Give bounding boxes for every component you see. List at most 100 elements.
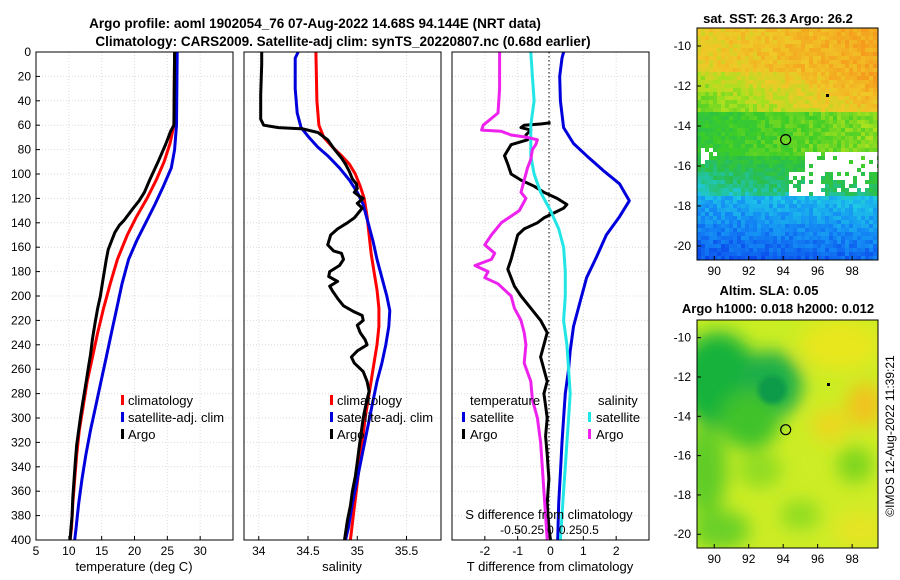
sst-cell [753, 192, 758, 197]
x-tick-label: 35.5 [395, 544, 419, 558]
sst-cell [717, 180, 722, 185]
sst-cell [853, 176, 858, 181]
sst-cell [765, 228, 770, 233]
sst-cell [865, 188, 870, 193]
sst-cell [729, 124, 734, 129]
sst-cell [797, 216, 802, 221]
sst-cell [789, 248, 794, 253]
sst-cell [841, 68, 846, 73]
sst-cell [825, 88, 830, 93]
sst-cell [817, 80, 822, 85]
sst-cell [805, 156, 810, 161]
sst-cell [869, 236, 874, 241]
sst-cell [745, 108, 750, 113]
sst-cell [765, 52, 770, 57]
map-x-tick-label: 98 [845, 552, 859, 566]
sst-cell [773, 40, 778, 45]
sst-cell [757, 164, 762, 169]
sst-cell [809, 160, 814, 165]
sst-cell [753, 232, 758, 237]
sst-cell [797, 96, 802, 101]
sst-cell [829, 212, 834, 217]
sst-cell [741, 144, 746, 149]
sst-cell [725, 196, 730, 201]
sst-cell [865, 52, 870, 57]
sst-cell [765, 104, 770, 109]
sst-cell [833, 88, 838, 93]
sst-cell [729, 60, 734, 65]
sst-cell [781, 192, 786, 197]
sst-cell [737, 156, 742, 161]
sst-cell [781, 48, 786, 53]
sst-cell [789, 124, 794, 129]
sst-cell [781, 228, 786, 233]
sst-cell [721, 120, 726, 125]
t-difference-x-ticks: -2 -1 0 1 2 [479, 536, 620, 558]
sst-cell [869, 60, 874, 65]
sst-cell [777, 256, 782, 260]
sst-cell [757, 252, 762, 257]
sst-cell [861, 156, 866, 161]
sst-cell [861, 196, 866, 201]
sst-cell [873, 188, 878, 193]
sst-cell [817, 72, 822, 77]
sst-cell [805, 248, 810, 253]
sst-cell [805, 180, 810, 185]
sst-cell [717, 168, 722, 173]
sst-cell [861, 88, 866, 93]
legend-swatch-satellite [121, 412, 124, 422]
sst-cell [733, 48, 738, 53]
sst-cell [753, 36, 758, 41]
sst-cell [705, 40, 710, 45]
sst-cell [757, 208, 762, 213]
sst-cell [793, 88, 798, 93]
sst-cell [825, 96, 830, 101]
sst-cell [853, 232, 858, 237]
sst-cell [769, 76, 774, 81]
sst-cell [801, 228, 806, 233]
sst-cell [873, 120, 878, 125]
sst-cell [721, 88, 726, 93]
sst-cell [717, 256, 722, 260]
sst-cell [757, 68, 762, 73]
sst-cell [809, 188, 814, 193]
sst-cell [705, 204, 710, 209]
sst-cell [825, 256, 830, 260]
sst-cell [729, 52, 734, 57]
sst-cell [809, 140, 814, 145]
sst-cell [781, 68, 786, 73]
sst-cell [825, 180, 830, 185]
sst-cell [821, 224, 826, 229]
sst-cell [753, 244, 758, 249]
sst-cell [853, 256, 858, 260]
sst-cell [833, 212, 838, 217]
sst-cell [705, 108, 710, 113]
sst-cell [789, 188, 794, 193]
sst-cell [745, 152, 750, 157]
sst-cell [849, 88, 854, 93]
sst-cell [857, 36, 862, 41]
sst-cell [841, 184, 846, 189]
sst-cell [733, 104, 738, 109]
sst-cell [845, 204, 850, 209]
sst-cell [853, 212, 858, 217]
sst-cell [857, 152, 862, 157]
sst-cell [789, 228, 794, 233]
sst-cell [749, 104, 754, 109]
sst-cell [829, 124, 834, 129]
sst-cell [713, 212, 718, 217]
sst-cell [781, 28, 786, 33]
sst-cell [873, 96, 878, 101]
sst-cell [813, 240, 818, 245]
sst-cell [729, 240, 734, 245]
x-tick-label: 2 [613, 544, 620, 558]
sst-cell [797, 64, 802, 69]
sst-cell [853, 84, 858, 89]
sst-cell [749, 212, 754, 217]
sst-cell [749, 100, 754, 105]
sst-cell [825, 216, 830, 221]
sst-cell [793, 156, 798, 161]
sst-cell [757, 56, 762, 61]
sst-cell [841, 44, 846, 49]
sst-cell [721, 224, 726, 229]
